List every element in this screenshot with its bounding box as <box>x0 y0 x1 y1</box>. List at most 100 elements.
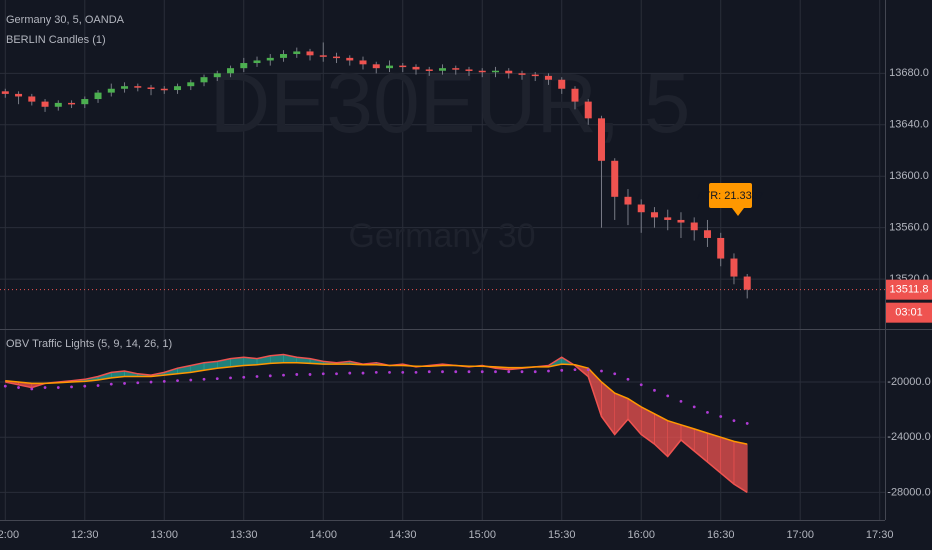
x-tick-label: 12:00 <box>0 529 19 541</box>
last-price-label: 13511.8 <box>890 284 929 296</box>
x-tick-label: 15:30 <box>548 529 576 541</box>
candle-body <box>624 196 632 205</box>
grid <box>0 0 885 520</box>
candle-body <box>505 70 513 74</box>
candle-body <box>280 54 288 58</box>
candle-body <box>664 217 672 220</box>
y-tick-label: 13600.0 <box>889 170 929 182</box>
signal-dot <box>520 370 524 374</box>
watermark-subtitle: Germany 30 <box>348 217 535 255</box>
signal-dot <box>719 415 723 418</box>
x-tick-label: 14:30 <box>389 529 417 541</box>
signal-dot <box>17 386 20 389</box>
candle-body <box>200 77 208 83</box>
obv-line <box>5 353 748 494</box>
candle-body <box>266 57 274 61</box>
signal-dot <box>560 368 564 372</box>
signal-dot <box>189 378 193 382</box>
candle-body <box>81 99 89 105</box>
x-tick-label: 13:00 <box>151 529 179 541</box>
atr-box <box>709 183 752 216</box>
signal-dot <box>255 375 259 378</box>
signal-dot <box>109 382 113 386</box>
countdown-label: 03:01 <box>895 307 923 319</box>
candle-body <box>41 101 49 107</box>
signal-dot <box>507 370 511 374</box>
signal-dot <box>401 370 405 374</box>
signal-dot <box>229 376 232 380</box>
candle-body <box>730 258 738 277</box>
candle-body <box>293 51 301 55</box>
chart-title: Germany 30, 5, OANDA <box>6 14 125 26</box>
candle-body <box>359 60 367 65</box>
signal-dot <box>745 422 749 425</box>
candle-body <box>518 73 526 75</box>
candle-body <box>372 64 380 69</box>
signal-dot <box>149 380 153 384</box>
signal-dot <box>162 379 166 383</box>
countdown-tag <box>886 302 932 323</box>
candle-body <box>690 222 698 231</box>
signal-dot <box>626 377 630 381</box>
candle-body <box>107 88 115 93</box>
candle-body <box>386 65 394 69</box>
signal-dot <box>242 375 246 379</box>
candle-body <box>637 204 645 213</box>
candle-body <box>213 73 221 78</box>
candle-body <box>28 96 36 102</box>
signal-dot <box>706 410 709 414</box>
signal-dot <box>295 373 299 376</box>
signal-dot <box>639 383 643 387</box>
x-tick-label: 16:30 <box>707 529 735 541</box>
signal-dot <box>282 373 285 377</box>
signal-dot <box>427 370 431 374</box>
x-tick-label: 16:00 <box>627 529 655 541</box>
x-tick-label: 17:00 <box>786 529 814 541</box>
candle-body <box>677 219 685 223</box>
signal-dot <box>388 370 391 374</box>
y-tick-label: 13640.0 <box>889 119 929 131</box>
watermark: DE30EUR, 5 <box>210 56 691 150</box>
candle-body <box>703 230 711 238</box>
signal-dot <box>692 405 696 409</box>
candle-body <box>147 87 155 89</box>
signal-dot <box>361 371 365 375</box>
candle-body <box>611 160 619 197</box>
candle-body <box>187 82 195 87</box>
candle-body <box>491 70 499 73</box>
y-tick-label: 13560.0 <box>889 222 929 234</box>
candle-body <box>531 74 539 77</box>
signal-dot <box>600 369 603 373</box>
signal-dot <box>123 382 126 385</box>
atr-label: ATR: 21.3357 <box>697 190 764 202</box>
candle-body <box>544 75 552 80</box>
signal-dot <box>414 370 418 374</box>
y-tick-label: -28000.0 <box>887 486 930 498</box>
signal-dot <box>441 370 444 374</box>
signal-dot <box>666 394 670 398</box>
signal-dot <box>547 369 550 373</box>
candle-body <box>650 212 658 218</box>
candle-body <box>412 66 420 70</box>
candle-body <box>319 55 327 57</box>
x-tick-label: 14:00 <box>309 529 337 541</box>
candle-body <box>15 93 23 97</box>
candle-body <box>174 86 182 91</box>
candle-body <box>478 70 486 73</box>
candle-body <box>439 68 446 71</box>
candle-body <box>584 101 592 119</box>
candle-body <box>571 88 579 102</box>
signal-dot <box>374 370 378 374</box>
candle-body <box>346 57 354 61</box>
signal-dot <box>43 386 47 389</box>
y-tick-label: -20000.0 <box>887 376 930 388</box>
signal-dot <box>70 385 73 389</box>
candle-body <box>1 91 9 94</box>
obv-title: OBV Traffic Lights (5, 9, 14, 26, 1) <box>6 338 172 350</box>
candle-body <box>253 60 261 64</box>
signal-dot <box>732 419 736 423</box>
candle-body <box>306 51 314 56</box>
signal-dot <box>176 379 179 383</box>
